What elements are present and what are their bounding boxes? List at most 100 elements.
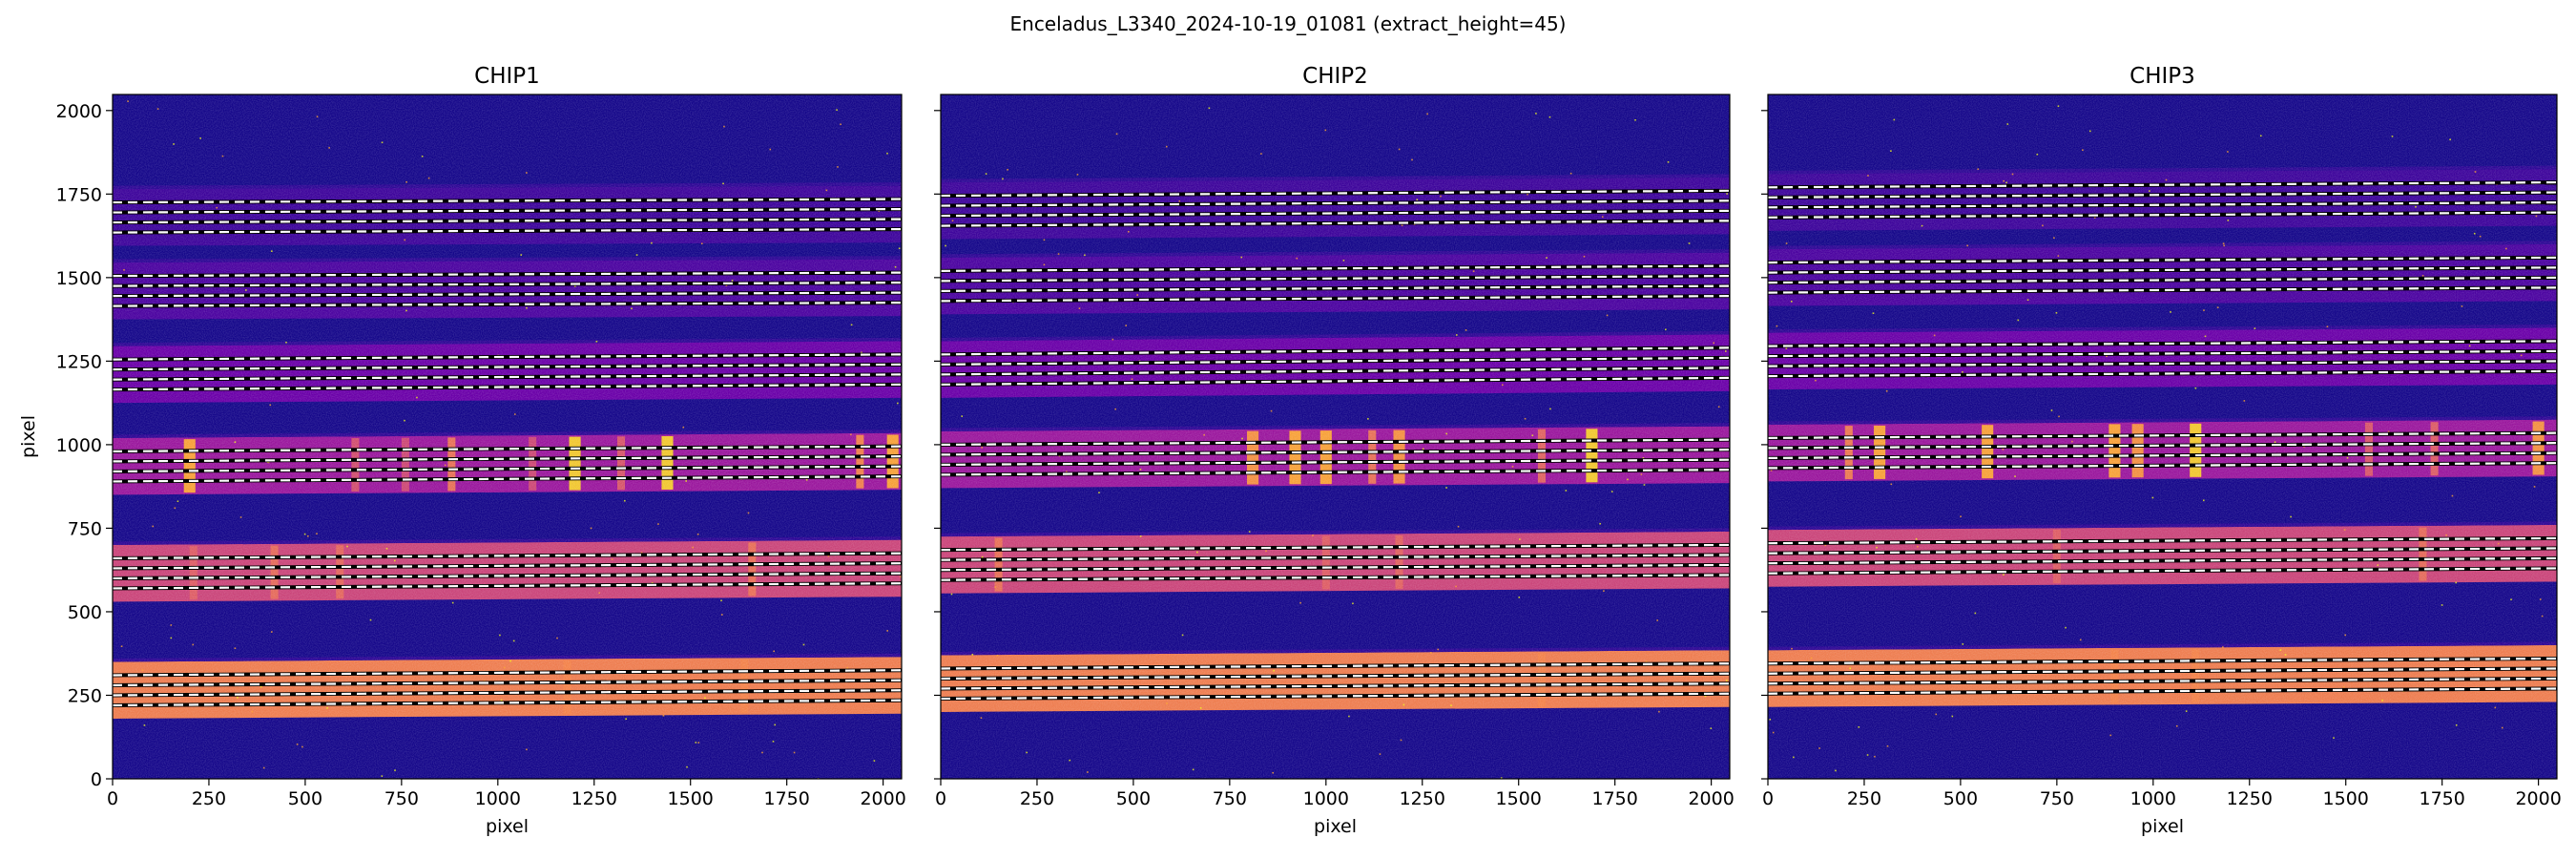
hot-pixel bbox=[1240, 256, 1243, 259]
hot-pixel bbox=[1546, 257, 1548, 259]
hot-pixel bbox=[1791, 647, 1793, 650]
hot-pixel bbox=[1951, 715, 1954, 718]
hot-pixel bbox=[303, 533, 306, 535]
hot-pixel bbox=[1456, 334, 1458, 336]
trace-line bbox=[1768, 266, 2557, 274]
hot-pixel bbox=[1078, 307, 1081, 309]
trace-line bbox=[941, 574, 1730, 581]
hot-pixel bbox=[2387, 430, 2390, 433]
hot-pixel bbox=[2006, 123, 2009, 125]
trace-line bbox=[941, 563, 1730, 572]
hot-pixel bbox=[2254, 327, 2256, 329]
hot-pixel bbox=[1114, 408, 1116, 410]
trace-line bbox=[1768, 369, 2557, 378]
hot-pixel bbox=[1583, 255, 1586, 258]
hot-pixel bbox=[731, 280, 734, 282]
hot-pixel bbox=[2203, 309, 2205, 311]
trace-line bbox=[1768, 677, 2557, 685]
hot-pixel bbox=[199, 137, 201, 139]
hot-pixel bbox=[769, 148, 772, 151]
hot-pixel bbox=[1502, 384, 1504, 387]
hot-pixel bbox=[156, 108, 159, 110]
x-tick-label: 1000 bbox=[475, 788, 521, 809]
trace-line bbox=[941, 189, 1730, 198]
hot-pixel bbox=[1069, 759, 1071, 762]
axes-frame bbox=[1767, 94, 2558, 780]
hot-pixel bbox=[1007, 168, 1008, 171]
hot-pixel bbox=[503, 666, 506, 669]
x-tick-label: 1750 bbox=[2419, 788, 2464, 809]
hot-pixel bbox=[1849, 667, 1852, 670]
hot-pixel bbox=[269, 404, 272, 407]
trace-line bbox=[941, 284, 1730, 292]
hot-pixel bbox=[980, 717, 983, 719]
hot-pixel bbox=[394, 769, 396, 771]
y-axis-label: pixel bbox=[18, 415, 39, 458]
hot-pixel bbox=[2415, 205, 2417, 208]
hot-pixel bbox=[825, 189, 828, 192]
hot-pixel bbox=[1858, 726, 1860, 728]
hot-pixel bbox=[1416, 199, 1419, 201]
trace-line bbox=[113, 383, 902, 391]
hot-pixel bbox=[2082, 149, 2084, 151]
hot-pixel bbox=[1785, 347, 1788, 349]
hot-pixel bbox=[1645, 660, 1648, 662]
hot-pixel bbox=[1610, 491, 1613, 492]
hot-pixel bbox=[723, 125, 725, 128]
hot-pixel bbox=[1324, 129, 1327, 132]
y-tick-label: 500 bbox=[68, 602, 102, 623]
hot-pixel bbox=[898, 247, 901, 250]
hot-pixel bbox=[2170, 311, 2171, 313]
hot-pixel bbox=[651, 241, 653, 244]
hot-pixel bbox=[640, 552, 643, 554]
hot-pixel bbox=[1400, 739, 1402, 742]
hot-pixel bbox=[1921, 224, 1923, 227]
hot-pixel bbox=[1273, 669, 1275, 672]
hot-pixel bbox=[682, 426, 685, 429]
hot-pixel bbox=[985, 173, 987, 175]
hot-pixel bbox=[1935, 713, 1938, 716]
hot-pixel bbox=[886, 152, 888, 155]
x-tick-label: 250 bbox=[192, 788, 226, 809]
x-tick-label: 1250 bbox=[571, 788, 617, 809]
hot-pixel bbox=[2479, 235, 2482, 238]
hot-pixel bbox=[685, 480, 687, 482]
x-tick-label: 0 bbox=[1762, 788, 1774, 809]
hot-pixel bbox=[1527, 193, 1528, 196]
x-tick-label: 0 bbox=[935, 788, 946, 809]
trace-line bbox=[1768, 556, 2557, 565]
hot-pixel bbox=[1057, 253, 1060, 255]
hot-pixel bbox=[1874, 755, 1876, 758]
hot-pixel bbox=[720, 599, 722, 602]
hot-pixel bbox=[1658, 710, 1660, 713]
x-tick-label: 1000 bbox=[1303, 788, 1349, 809]
panel-title: CHIP3 bbox=[2129, 64, 2195, 89]
hot-pixel bbox=[704, 697, 706, 699]
hot-pixel bbox=[301, 745, 303, 748]
trace-line bbox=[113, 572, 902, 580]
hot-pixel bbox=[251, 710, 254, 713]
hot-pixel bbox=[573, 285, 576, 287]
hot-pixel bbox=[1450, 704, 1452, 706]
hot-pixel bbox=[662, 714, 665, 717]
hot-pixel bbox=[861, 351, 862, 354]
hot-pixel bbox=[1192, 768, 1195, 771]
hot-pixel bbox=[2222, 646, 2224, 648]
x-tick-label: 2000 bbox=[860, 788, 905, 809]
hot-pixel bbox=[306, 534, 309, 537]
hot-pixel bbox=[393, 559, 396, 562]
hot-pixel bbox=[262, 766, 265, 769]
hot-pixel bbox=[1717, 406, 1720, 409]
hot-pixel bbox=[2441, 604, 2443, 606]
hot-pixel bbox=[2303, 446, 2305, 448]
hot-pixel bbox=[1260, 153, 1262, 155]
hot-pixel bbox=[1500, 777, 1503, 779]
hot-pixel bbox=[805, 478, 808, 481]
x-tick-label: 750 bbox=[384, 788, 419, 809]
hot-pixel bbox=[1208, 107, 1211, 110]
hot-pixel bbox=[1181, 634, 1184, 637]
hot-pixel bbox=[1445, 432, 1448, 435]
hot-pixel bbox=[846, 666, 849, 669]
x-tick-label: 1500 bbox=[2323, 788, 2369, 809]
trace-line bbox=[941, 469, 1730, 476]
